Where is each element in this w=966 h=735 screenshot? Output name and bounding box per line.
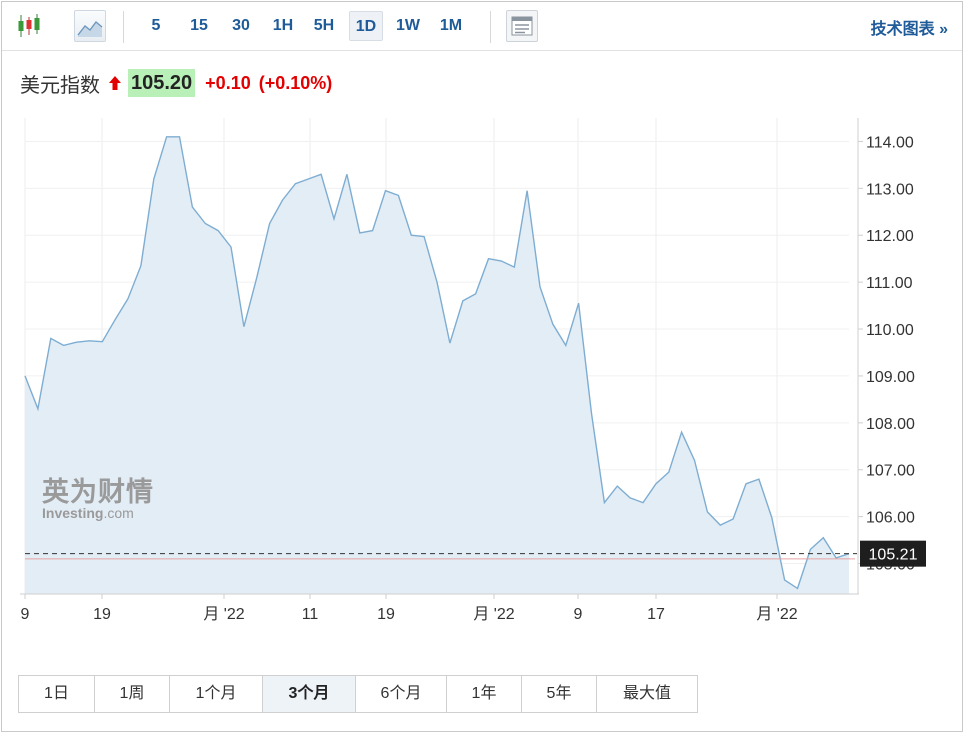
x-axis-ticks: 9 19 月 '22 11 19 月 '22 9 17 月 '22 [21, 594, 798, 623]
price-chart[interactable]: 114.00 113.00 112.00 111.00 110.00 109.00 108.… [0, 0, 966, 670]
y-tick-label: 109.00 [866, 369, 915, 386]
range-3m[interactable]: 3个月 [263, 676, 356, 712]
interval-1d[interactable]: 1D [349, 11, 383, 41]
toolbar-divider [490, 11, 491, 43]
arrow-up-icon [109, 76, 121, 90]
price-line [24, 136, 850, 590]
watermark-cn: 英为财情 [42, 477, 154, 508]
tech-chart-link[interactable]: 技术图表 » [870, 21, 948, 38]
x-tick-label: 19 [93, 606, 111, 623]
y-tick-label: 113.00 [866, 181, 914, 198]
range-selector: 1日 1周 1个月 3个月 6个月 1年 5年 最大值 [18, 675, 698, 713]
y-tick-label: 107.00 [866, 463, 915, 480]
current-price-box [860, 540, 926, 567]
y-tick-label: 111.00 [866, 275, 913, 292]
data-panel-icon[interactable] [506, 10, 538, 42]
y-tick-label: 114.00 [866, 134, 914, 151]
watermark-en-suffix: .com [103, 505, 134, 521]
area-chart-icon[interactable] [74, 10, 106, 42]
toolbar-divider [123, 11, 124, 43]
x-tick-label: 11 [302, 606, 319, 623]
interval-5[interactable]: 5 [151, 17, 161, 34]
price-change: +0.10 [205, 72, 251, 93]
price-change-percent: (+0.10%) [258, 72, 333, 93]
x-tick-label: 9 [574, 606, 583, 623]
y-tick-label: 108.00 [866, 416, 915, 433]
x-tick-label: 月 '22 [756, 606, 797, 623]
interval-1w[interactable]: 1W [396, 17, 420, 34]
quote-header: 美元指数 105.20 +0.10 (+0.10%) [20, 68, 332, 98]
interval-1m[interactable]: 1M [439, 17, 463, 34]
current-price-label: 105.21 [869, 547, 918, 564]
x-tick-label: 19 [377, 606, 395, 623]
range-1d[interactable]: 1日 [19, 676, 95, 712]
range-max[interactable]: 最大值 [622, 685, 671, 702]
range-1w[interactable]: 1周 [95, 676, 170, 712]
last-price: 105.20 [128, 69, 196, 97]
y-tick-label: 110.00 [866, 322, 914, 339]
price-area-fill [25, 136, 849, 595]
range-5y[interactable]: 5年 [522, 676, 597, 712]
y-axis-ticks: 114.00 113.00 112.00 111.00 110.00 109.00 108.… [858, 134, 915, 574]
interval-30[interactable]: 30 [232, 17, 250, 34]
x-tick-label: 9 [21, 606, 30, 623]
chart-toolbar: 5 15 30 1H 5H 1D 1W 1M 技术图表 » [2, 2, 962, 51]
range-1m[interactable]: 1个月 [170, 676, 263, 712]
current-price-marker: 105.21 [860, 540, 926, 567]
candlestick-chart-icon[interactable] [14, 10, 46, 42]
interval-1h[interactable]: 1H [272, 17, 294, 34]
y-tick-label: 106.00 [866, 510, 915, 527]
range-1y[interactable]: 1年 [447, 676, 522, 712]
y-tick-label: 112.00 [866, 228, 914, 245]
x-tick-label: 17 [647, 606, 665, 623]
watermark-en: Investing.com [42, 505, 154, 521]
x-tick-label: 月 '22 [473, 606, 514, 623]
interval-15[interactable]: 15 [190, 17, 208, 34]
instrument-name: 美元指数 [20, 74, 100, 97]
investing-watermark: 英为财情 Investing.com [42, 470, 154, 521]
watermark-en-name: Investing [42, 505, 104, 521]
range-6m[interactable]: 6个月 [356, 676, 447, 712]
interval-5h[interactable]: 5H [313, 17, 335, 34]
x-tick-label: 月 '22 [203, 606, 244, 623]
